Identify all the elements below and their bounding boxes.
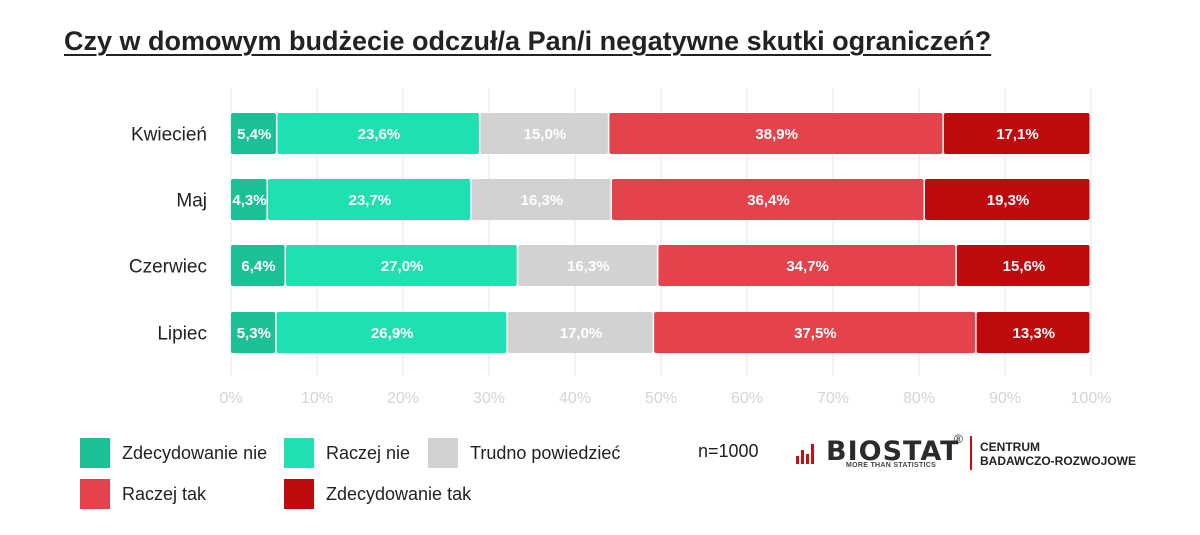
data-label: 15,6% <box>1003 258 1046 275</box>
legend-swatch <box>284 479 314 509</box>
logo-tagline: MORE THAN STATISTICS <box>846 462 937 469</box>
data-label: 15,0% <box>524 126 567 143</box>
legend-swatch <box>428 438 458 468</box>
legend-swatch <box>80 438 110 468</box>
bar-segment <box>976 312 1090 353</box>
data-label: 16,3% <box>521 192 564 209</box>
data-label: 37,5% <box>794 325 837 342</box>
logo-divider <box>970 436 972 470</box>
legend-label: Zdecydowanie tak <box>326 483 472 504</box>
legend-label: Zdecydowanie nie <box>122 442 268 463</box>
data-label: 16,3% <box>567 258 610 275</box>
category-label: Kwiecień <box>131 125 207 146</box>
bar-segment <box>609 113 943 154</box>
x-tick-label: 20% <box>387 390 419 407</box>
data-label: 17,0% <box>560 325 603 342</box>
stacked-bar-chart: 0% 10% 20% 30% 40% 50% 60% 70% 80% 90% 100% Kwiecie… <box>129 88 1112 407</box>
data-label: 6,4% <box>241 258 275 275</box>
x-tick-label: 40% <box>559 390 591 407</box>
logo-centrum-line1: CENTRUM <box>980 440 1040 454</box>
legend-item: Zdecydowanie nie <box>80 438 267 468</box>
bar-segment <box>276 312 507 353</box>
category-label: Lipiec <box>157 324 207 345</box>
category-label: Maj <box>176 191 207 212</box>
bar-segment <box>277 113 479 154</box>
legend-item: Raczej nie <box>284 438 410 468</box>
data-label: 23,6% <box>358 126 401 143</box>
x-tick-label: 50% <box>645 390 677 407</box>
x-tick-label: 30% <box>473 390 505 407</box>
x-tick-label: 60% <box>731 390 763 407</box>
category-label: Czerwiec <box>129 257 207 278</box>
bar-segment <box>658 245 956 286</box>
legend-item: Trudno powiedzieć <box>428 438 620 468</box>
bar-segment <box>943 113 1090 154</box>
legend-swatch <box>80 479 110 509</box>
x-tick-label: 70% <box>817 390 849 407</box>
bar-segment <box>231 245 285 286</box>
legend-item: Zdecydowanie tak <box>284 479 471 509</box>
data-label: 17,1% <box>996 126 1039 143</box>
x-tick-label: 0% <box>219 390 242 407</box>
sample-size-note: n=1000 <box>698 441 759 461</box>
data-label: 13,3% <box>1013 325 1056 342</box>
data-label: 19,3% <box>987 192 1030 209</box>
bar-segment <box>286 245 517 286</box>
chart-title: Czy w domowym budżecie odczuł/a Pan/i ne… <box>64 26 992 56</box>
logo-bars-icon <box>796 440 822 464</box>
data-label: 5,3% <box>237 325 271 342</box>
data-label: 36,4% <box>747 192 790 209</box>
bar-segment <box>231 312 276 353</box>
data-label: 26,9% <box>371 325 414 342</box>
x-tick-label: 100% <box>1071 390 1112 407</box>
logo-centrum-text: CENTRUM BADAWCZO-ROZWOJOWE <box>980 440 1136 468</box>
x-tick-label: 80% <box>903 390 935 407</box>
bar-segment <box>231 113 276 154</box>
legend-label: Raczej tak <box>122 483 207 504</box>
bar-segment <box>231 179 267 220</box>
data-label: 38,9% <box>755 126 798 143</box>
bar-segment <box>956 245 1090 286</box>
data-label: 27,0% <box>381 258 424 275</box>
bar-segment <box>611 179 924 220</box>
data-label: 4,3% <box>232 192 266 209</box>
bar-segment <box>654 312 976 353</box>
legend-label: Raczej nie <box>326 442 411 463</box>
data-label: 5,4% <box>237 126 271 143</box>
logo-registered-mark: ® <box>954 432 963 446</box>
data-label: 23,7% <box>349 192 392 209</box>
bar-segment <box>507 312 653 353</box>
data-label: 34,7% <box>786 258 829 275</box>
logo-word: BIOSTAT <box>826 436 960 467</box>
legend-label: Trudno powiedzieć <box>470 442 621 463</box>
bar-segment <box>480 113 608 154</box>
bar-segment <box>471 179 611 220</box>
x-tick-label: 10% <box>301 390 333 407</box>
bar-segment <box>925 179 1090 220</box>
legend-swatch <box>284 438 314 468</box>
x-tick-label: 90% <box>989 390 1021 407</box>
logo-centrum-line2: BADAWCZO-ROZWOJOWE <box>980 454 1136 468</box>
legend-item: Raczej tak <box>80 479 206 509</box>
bar-segment <box>267 179 471 220</box>
bar-segment <box>518 245 657 286</box>
